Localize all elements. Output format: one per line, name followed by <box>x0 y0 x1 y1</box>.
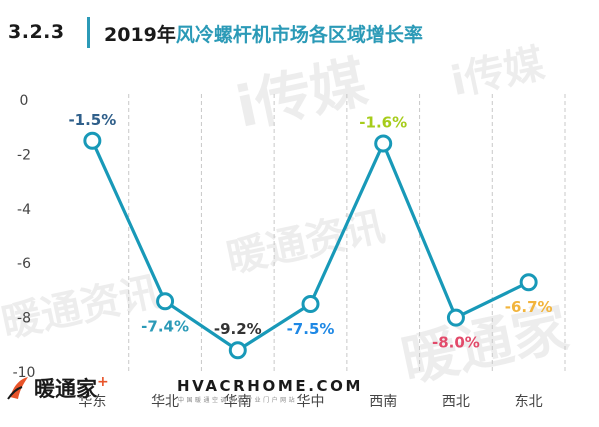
header-divider <box>87 17 90 48</box>
chart-title: 2019年风冷螺杆机市场各区域增长率 <box>104 20 423 47</box>
section-number: 3.2.3 <box>8 21 65 43</box>
data-point-marker <box>374 134 393 153</box>
x-category-label: 华东 <box>78 394 106 410</box>
data-point-marker <box>301 295 320 313</box>
y-tick-label: -8 <box>17 311 31 327</box>
x-category-label: 华北 <box>151 394 179 410</box>
header: 3.2.3 2019年风冷螺杆机市场各区域增长率 <box>0 0 599 62</box>
y-tick-label: -6 <box>17 256 31 272</box>
data-label: -9.2% <box>214 320 262 338</box>
footer-url: HVACRHOME.COM <box>177 377 363 395</box>
footer-url-subtitle: 中 国 暖 通 空 调 制 冷 行 业 门 户 网 站 <box>178 397 295 404</box>
data-point-marker <box>83 131 102 150</box>
title-year: 2019年 <box>104 24 176 46</box>
logo-text: 暖通家 <box>34 377 97 401</box>
x-category-label: 华南 <box>224 394 252 410</box>
logo-plus: + <box>97 374 109 390</box>
y-tick-label: -2 <box>17 147 31 163</box>
data-label: -7.5% <box>287 320 335 338</box>
hvachome-logo-icon <box>7 377 28 400</box>
data-point-marker <box>446 308 465 327</box>
y-tick-label: -10 <box>13 365 36 381</box>
data-label: -7.4% <box>141 317 189 335</box>
x-category-label: 东北 <box>515 394 543 410</box>
title-text: 风冷螺杆机市场各区域增长率 <box>175 24 423 46</box>
x-category-label: 西南 <box>369 394 397 410</box>
data-label: -1.5% <box>68 111 116 129</box>
data-label: -6.7% <box>505 298 553 316</box>
data-point-marker <box>519 273 538 292</box>
y-tick-label: -4 <box>17 202 31 218</box>
x-category-label: 西北 <box>442 394 470 410</box>
y-tick-label: 0 <box>20 93 29 109</box>
data-label: -1.6% <box>359 114 407 132</box>
data-point-marker <box>228 341 247 360</box>
x-category-label: 华中 <box>297 394 325 410</box>
data-label: -8.0% <box>432 334 480 352</box>
footer-logo: 暖通家 + <box>6 374 176 402</box>
data-point-marker <box>156 292 175 311</box>
